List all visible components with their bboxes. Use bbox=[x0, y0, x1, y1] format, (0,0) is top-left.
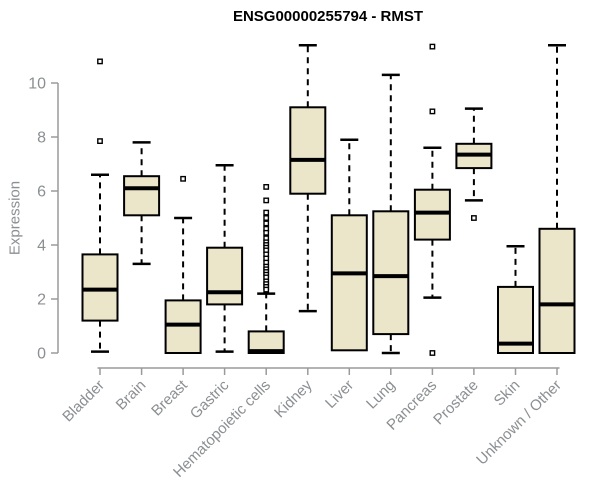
boxplot-pancreas bbox=[413, 43, 451, 356]
outlier-point bbox=[471, 215, 477, 221]
outlier-point bbox=[97, 138, 103, 144]
x-tick-label-prostate: Prostate bbox=[430, 377, 482, 429]
y-tick-label: 0 bbox=[37, 346, 46, 363]
x-axis bbox=[97, 367, 560, 375]
boxplot-lung bbox=[372, 73, 410, 355]
outlier-point bbox=[263, 183, 270, 190]
outlier-point bbox=[97, 58, 103, 65]
outlier-point bbox=[180, 175, 186, 182]
outlier-point bbox=[429, 43, 436, 50]
outlier-point bbox=[429, 350, 436, 356]
boxplot-brain bbox=[123, 141, 161, 266]
x-tick-label-kidney: Kidney bbox=[271, 376, 316, 421]
iqr-box bbox=[164, 299, 202, 354]
outlier-point bbox=[263, 229, 270, 236]
x-tick-label-brain: Brain bbox=[113, 377, 150, 414]
boxplot-hematopoietic-cells bbox=[247, 183, 285, 354]
iqr-box bbox=[81, 253, 119, 322]
x-tick-label-skin: Skin bbox=[491, 377, 524, 410]
iqr-box bbox=[330, 214, 368, 352]
boxplot-unknown-other bbox=[538, 43, 576, 354]
outlier-point bbox=[263, 286, 270, 293]
outlier-point bbox=[429, 108, 436, 115]
x-tick-label-lung: Lung bbox=[363, 377, 399, 413]
boxplot-bladder bbox=[81, 58, 119, 353]
y-tick-label: 2 bbox=[37, 292, 46, 309]
outlier-point bbox=[263, 197, 270, 204]
boxplot-gastric bbox=[206, 164, 244, 353]
iqr-box bbox=[206, 246, 244, 306]
iqr-box bbox=[123, 175, 161, 217]
x-tick-label-liver: Liver bbox=[322, 377, 357, 412]
y-axis bbox=[51, 82, 59, 354]
iqr-box bbox=[413, 188, 451, 241]
outlier-point bbox=[263, 220, 270, 227]
y-tick-label: 6 bbox=[37, 184, 46, 201]
boxplot-prostate bbox=[455, 107, 493, 221]
boxplot-breast bbox=[164, 175, 202, 354]
outlier-point bbox=[263, 215, 270, 221]
boxplot-skin bbox=[497, 245, 534, 354]
iqr-box bbox=[538, 227, 576, 354]
x-tick-label-bladder: Bladder bbox=[59, 377, 108, 426]
x-tick-label-breast: Breast bbox=[148, 376, 191, 419]
y-tick-label: 10 bbox=[28, 76, 46, 93]
iqr-box bbox=[372, 210, 410, 336]
chart-title: ENSG00000255794 - RMST bbox=[232, 8, 424, 25]
y-tick-label: 8 bbox=[37, 130, 46, 147]
outlier-point bbox=[263, 209, 270, 216]
iqr-box bbox=[289, 106, 327, 195]
boxplot-liver bbox=[330, 138, 368, 352]
boxplot-kidney bbox=[289, 43, 327, 313]
y-tick-label: 4 bbox=[37, 238, 46, 255]
